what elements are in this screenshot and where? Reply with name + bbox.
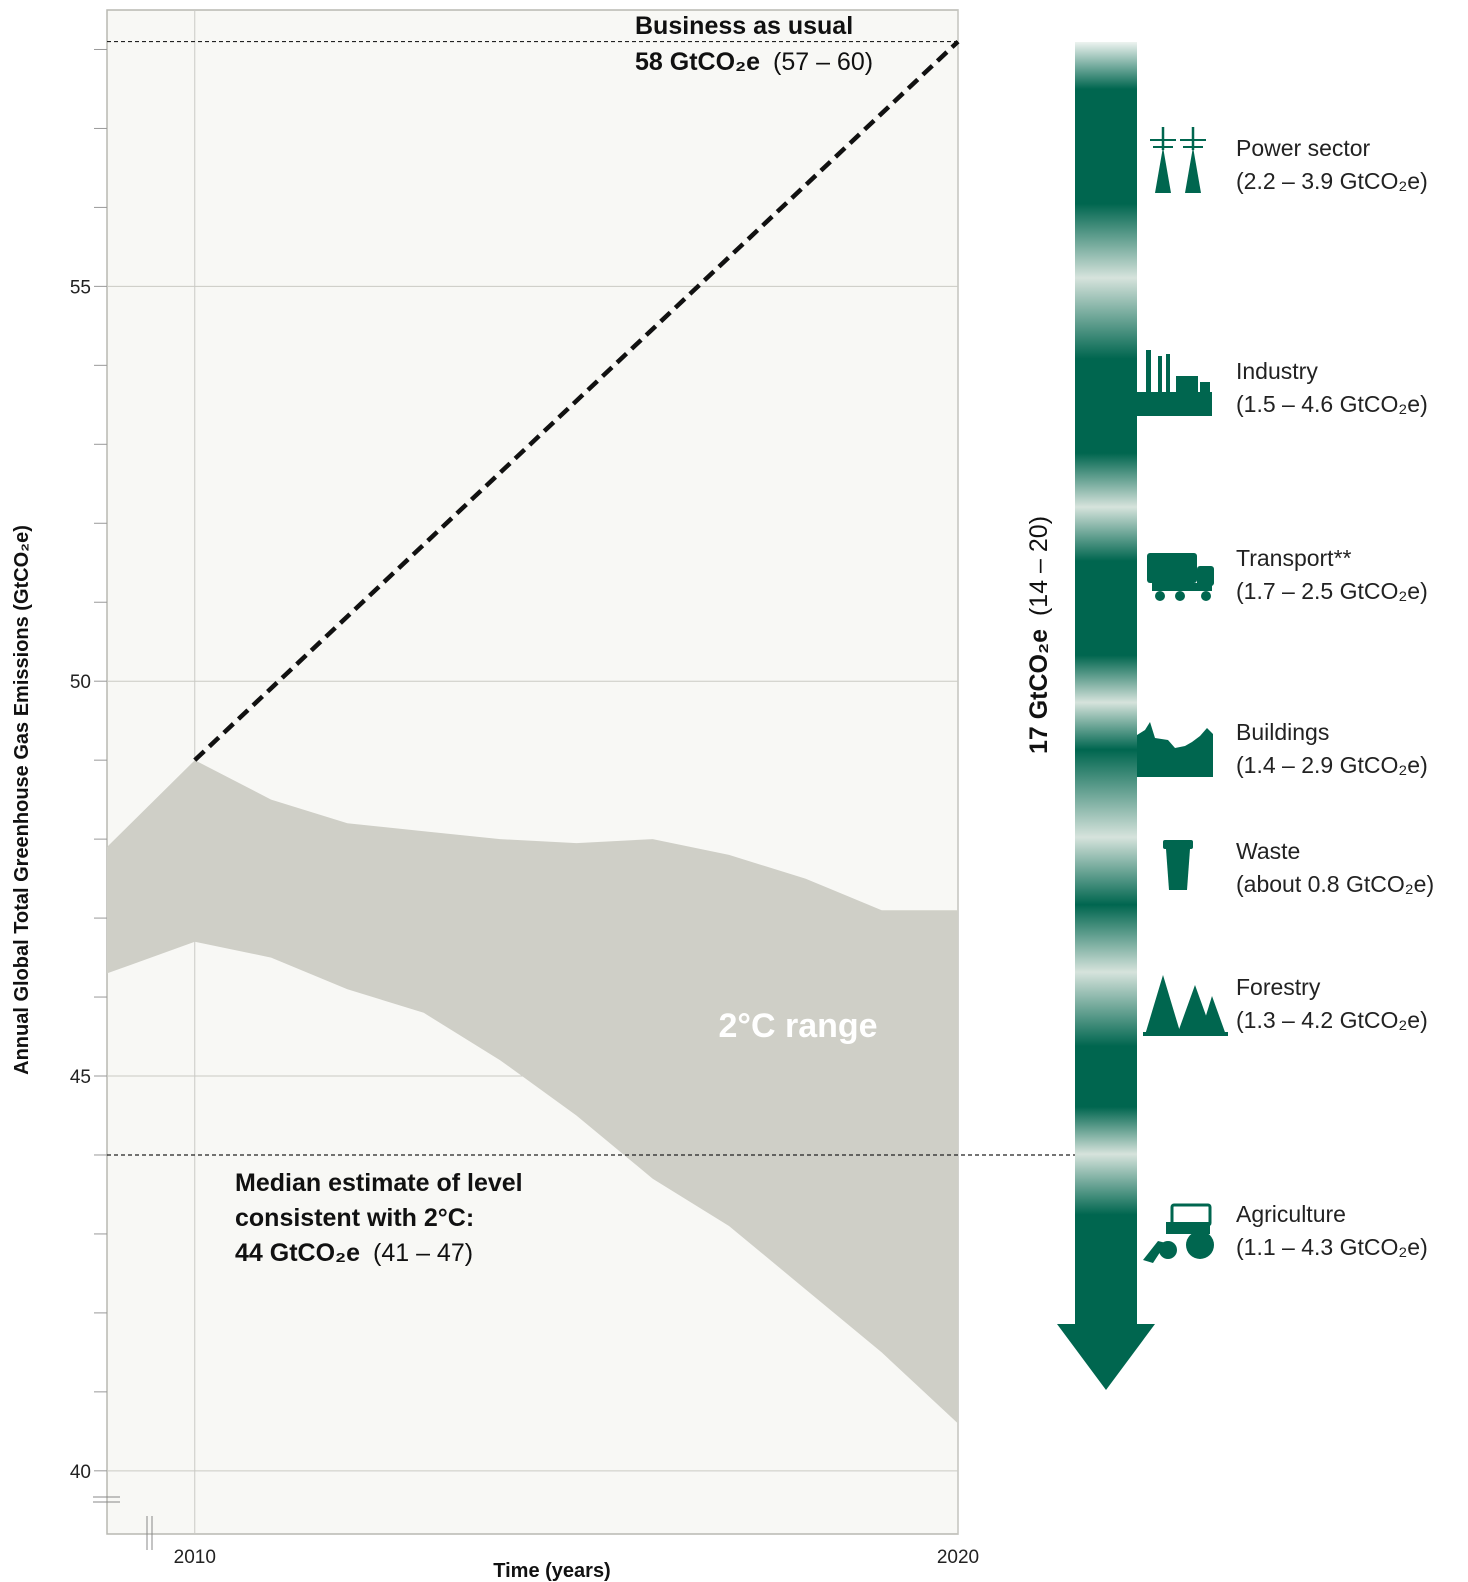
sector-name: Power sector (1236, 135, 1371, 161)
sector-name: Industry (1236, 358, 1318, 384)
business-as-usual-title: Business as usual (635, 12, 853, 40)
business-as-usual-value: 58 GtCO₂e (57 – 60) (635, 48, 873, 76)
y-tick-label: 45 (70, 1067, 91, 1088)
two-degree-range-label: 2°C range (718, 1007, 877, 1045)
sector-range: (1.1 – 4.3 GtCO₂e) (1236, 1234, 1428, 1260)
sector-range: (1.5 – 4.6 GtCO₂e) (1236, 391, 1428, 417)
y-tick-label: 50 (70, 672, 91, 693)
sector-name: Agriculture (1236, 1201, 1346, 1227)
emissions-gap-arrow (1057, 42, 1155, 1390)
y-tick-label: 40 (70, 1462, 91, 1483)
x-tick-label: 2020 (937, 1547, 979, 1568)
waste-bin-icon (1163, 840, 1193, 890)
truck-icon (1147, 553, 1214, 601)
business-as-usual-line (193, 39, 960, 762)
sector-name: Forestry (1236, 974, 1321, 1000)
sector-range: (1.7 – 2.5 GtCO₂e) (1236, 578, 1428, 604)
y-axis-ticks: 40 45 50 55 (70, 48, 107, 1483)
sector-range: (2.2 – 3.9 GtCO₂e) (1236, 168, 1428, 194)
sector-name: Waste (1236, 838, 1300, 864)
sector-name: Transport** (1236, 545, 1352, 571)
sector-range: (1.4 – 2.9 GtCO₂e) (1236, 752, 1428, 778)
emissions-gap-value: 17 GtCO₂e (14 – 20) (1025, 516, 1053, 754)
median-estimate-value: 44 GtCO₂e (41 – 47) (235, 1239, 473, 1267)
buildings-icon (1137, 722, 1213, 777)
axis-break-marks (93, 1496, 153, 1550)
x-tick-label: 2010 (174, 1547, 216, 1568)
x-axis-ticks: 2010 2020 (174, 1547, 980, 1568)
sector-list: Power sector (2.2 – 3.9 GtCO₂e) Industry (1… (1236, 135, 1434, 1260)
two-degree-range-band (107, 760, 958, 1424)
sector-range: (1.3 – 4.2 GtCO₂e) (1236, 1007, 1428, 1033)
trees-icon (1143, 975, 1228, 1036)
power-pylon-icon (1150, 127, 1206, 193)
median-estimate-line2: consistent with 2°C: (235, 1204, 474, 1232)
y-tick-label: 55 (70, 277, 91, 298)
x-axis-title: Time (years) (493, 1560, 610, 1582)
y-axis-title: Annual Global Total Greenhouse Gas Emiss… (11, 525, 33, 1075)
sector-range: (about 0.8 GtCO₂e) (1236, 871, 1434, 897)
sector-name: Buildings (1236, 719, 1329, 745)
median-estimate-line1: Median estimate of level (235, 1169, 523, 1197)
tractor-icon (1143, 1203, 1214, 1263)
factory-icon (1137, 350, 1212, 416)
